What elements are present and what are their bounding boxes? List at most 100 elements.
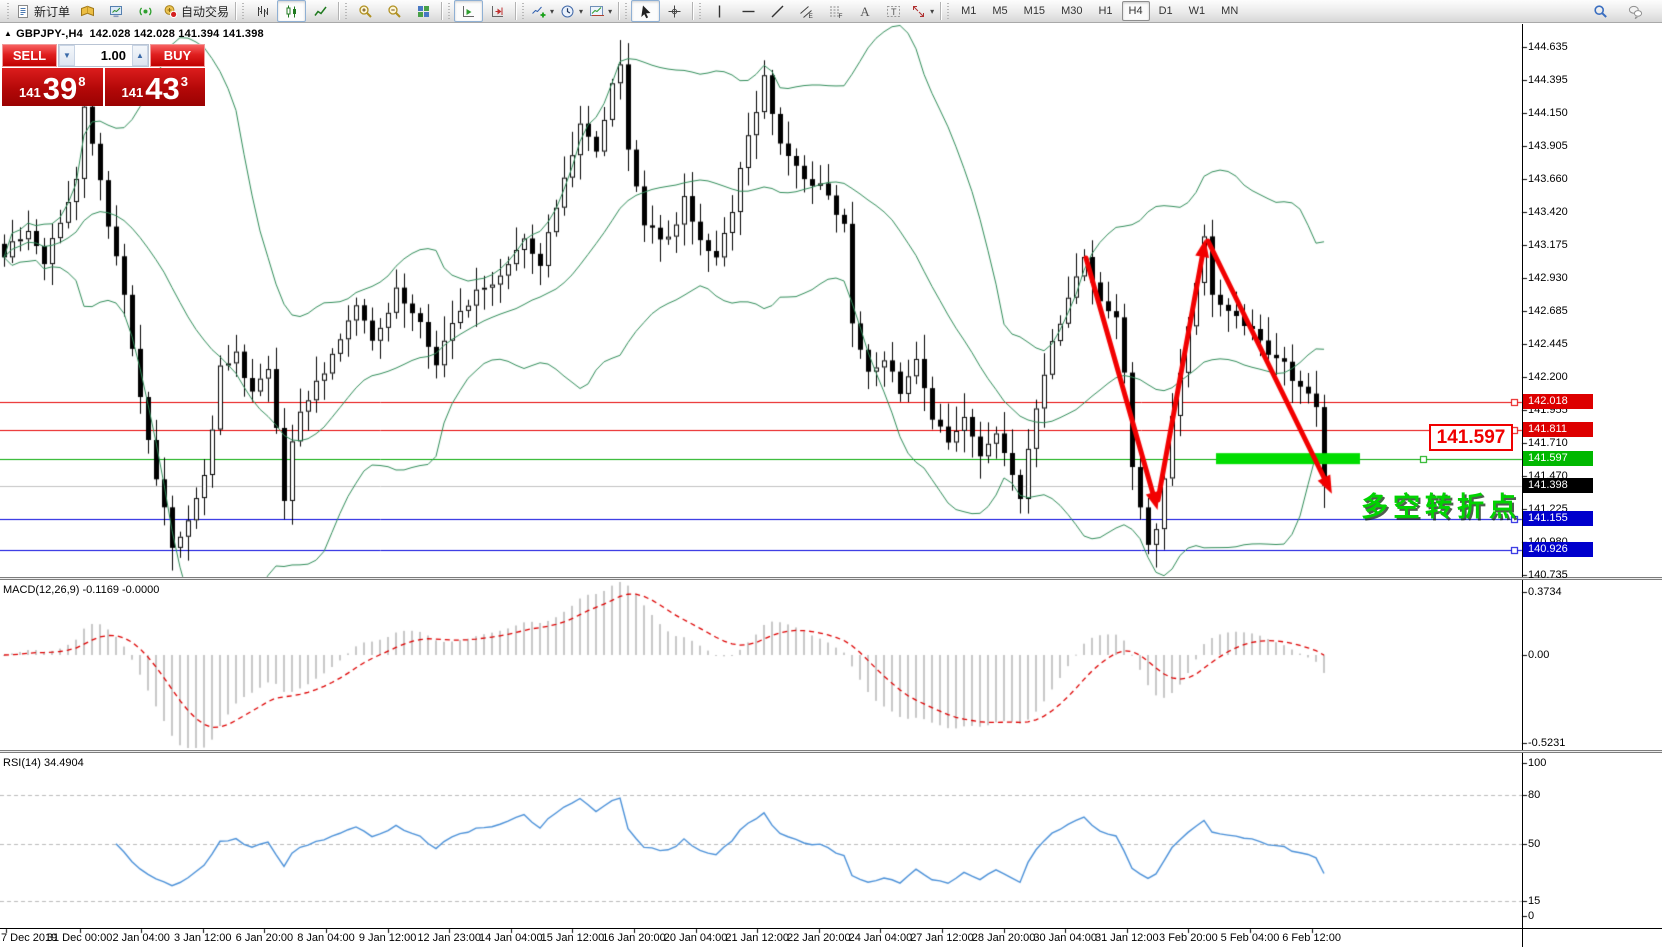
toolbar-grip[interactable] (946, 3, 952, 19)
text-label-icon: T (886, 4, 901, 19)
line-chart-button[interactable] (306, 0, 335, 22)
text-button[interactable]: A (850, 0, 879, 22)
timeframe-h4-button[interactable]: H4 (1121, 1, 1150, 21)
text-icon: A (857, 4, 872, 19)
time-axis-label: 22 Jan 20:00 (786, 932, 851, 944)
toolbar-separator (441, 2, 443, 20)
timeframe-w1-button[interactable]: W1 (1188, 5, 1206, 17)
svg-text:A: A (860, 4, 870, 19)
rsi-axis-label: 80 (1528, 789, 1541, 802)
horizontal-line-button[interactable] (734, 0, 763, 22)
toolbar-grip[interactable] (521, 3, 527, 19)
timeframe-m5-button[interactable]: M5 (992, 5, 1008, 17)
toolbar-grip[interactable] (624, 3, 630, 19)
toolbar-separator (692, 2, 694, 20)
price-axis-label: 143.660 (1528, 173, 1568, 186)
time-axis-label: 14 Jan 04:00 (478, 932, 543, 944)
new-order-button[interactable]: 新订单 (13, 0, 73, 22)
price-axis-label: 143.905 (1528, 139, 1568, 152)
turning-point-annotation[interactable]: 多空转折点 (1361, 492, 1521, 522)
time-axis-label: 21 Jan 12:00 (725, 932, 789, 944)
vertical-line-button[interactable] (705, 0, 734, 22)
volume-increase-button[interactable]: ▲ (132, 45, 148, 66)
timeframe-m15-button[interactable]: M15 (1023, 5, 1046, 17)
chat-icon (1628, 4, 1643, 19)
price-axis-label: 144.395 (1528, 73, 1568, 86)
terminal-button[interactable] (102, 0, 131, 22)
time-axis-label: 28 Jan 20:00 (971, 932, 1036, 944)
volume-input[interactable]: 1.00 (100, 48, 126, 63)
periods-button[interactable]: ▾ (557, 0, 586, 22)
chevron-down-icon[interactable]: ▾ (579, 6, 584, 16)
text-label-button[interactable]: T (879, 0, 908, 22)
price-axis-label: 144.150 (1528, 106, 1568, 119)
toolbar-grip[interactable] (6, 3, 11, 19)
bar-chart-button[interactable] (248, 0, 277, 22)
zoom-in-button[interactable] (351, 0, 380, 22)
price-level-textbox[interactable]: 141.597 (1429, 424, 1513, 451)
fibonacci-button[interactable]: F (821, 0, 850, 22)
candlestick-chart-button[interactable] (277, 0, 307, 22)
signals-button[interactable] (131, 0, 160, 22)
trend-line-button[interactable] (763, 0, 792, 22)
tile-windows-button[interactable] (409, 0, 438, 22)
one-click-trading-panel: SELL ▼ 1.00 ▲ BUY 141 39 8 141 43 3 (2, 44, 205, 106)
notebook-button[interactable] (73, 0, 102, 22)
time-axis-label: 2 Jan 04:00 (112, 932, 170, 944)
crosshair-icon (667, 4, 682, 19)
rsi-pane-splitter[interactable] (0, 750, 1662, 753)
autotrading-icon (163, 4, 178, 19)
templates-button[interactable]: ▾ (586, 0, 615, 22)
auto-scroll-button[interactable] (454, 0, 484, 22)
toolbar-grip[interactable] (447, 3, 453, 19)
timeframe-d1-button[interactable]: D1 (1158, 5, 1173, 17)
buy-price-quote[interactable]: 141 43 3 (104, 68, 205, 106)
macd-indicator-label: MACD(12,26,9) -0.1169 -0.0000 (3, 584, 160, 596)
signals-icon (138, 4, 153, 19)
autotrading-button[interactable]: 自动交易 (160, 0, 232, 22)
timeframe-h1-button[interactable]: H1 (1098, 5, 1113, 17)
time-axis-label: 31 Dec 00:00 (46, 932, 113, 944)
rsi-axis-label: 0 (1528, 910, 1535, 922)
chevron-down-icon[interactable]: ▾ (550, 6, 555, 16)
arrows-button[interactable]: ▾ (908, 0, 937, 22)
chart-shift-button[interactable] (483, 0, 512, 22)
buy-button[interactable]: BUY (150, 44, 205, 67)
macd-pane-splitter[interactable] (0, 577, 1662, 580)
chart-title-ohlc: 142.028 142.028 141.394 141.398 (89, 28, 264, 40)
chat-button[interactable] (1621, 0, 1650, 22)
crosshair-button[interactable] (660, 0, 689, 22)
buy-price-point: 3 (180, 74, 188, 89)
price-badge: 142.018 (1523, 394, 1593, 410)
zoom-out-button[interactable] (380, 0, 409, 22)
toolbar-grip[interactable] (241, 3, 247, 19)
macd-axis-label: -0.5231 (1528, 737, 1566, 750)
auto-scroll-icon (461, 4, 476, 19)
price-badge: 141.155 (1523, 511, 1593, 527)
toolbar-grip[interactable] (344, 3, 350, 19)
timeframe-mn-button[interactable]: MN (1221, 5, 1239, 17)
toolbar-separator (618, 2, 620, 20)
search-button[interactable] (1586, 0, 1615, 22)
notebook-icon (80, 4, 95, 19)
cursor-button[interactable] (631, 0, 661, 22)
volume-decrease-button[interactable]: ▼ (59, 45, 75, 66)
equidistant-channel-button[interactable]: E (792, 0, 821, 22)
toolbar-grip[interactable] (698, 3, 704, 19)
sell-button[interactable]: SELL (2, 44, 57, 67)
collapse-panel-icon[interactable]: ▲ (4, 29, 13, 38)
chevron-down-icon[interactable]: ▾ (608, 6, 613, 16)
rsi-indicator-label: RSI(14) 34.4904 (3, 757, 84, 769)
chevron-down-icon[interactable]: ▾ (930, 6, 935, 16)
timeframe-m30-button[interactable]: M30 (1061, 5, 1083, 17)
sell-price-pips: 39 (42, 71, 78, 106)
time-axis-label: 24 Jan 04:00 (848, 932, 913, 944)
price-axis-label: 142.445 (1528, 337, 1568, 350)
timeframe-m1-button[interactable]: M1 (961, 5, 977, 17)
autotrading-label: 自动交易 (181, 4, 230, 19)
time-axis-line (0, 928, 1662, 929)
price-axis-label: 142.930 (1528, 272, 1568, 285)
indicators-button[interactable]: ▾ (528, 0, 557, 22)
sell-price-quote[interactable]: 141 39 8 (2, 68, 103, 106)
